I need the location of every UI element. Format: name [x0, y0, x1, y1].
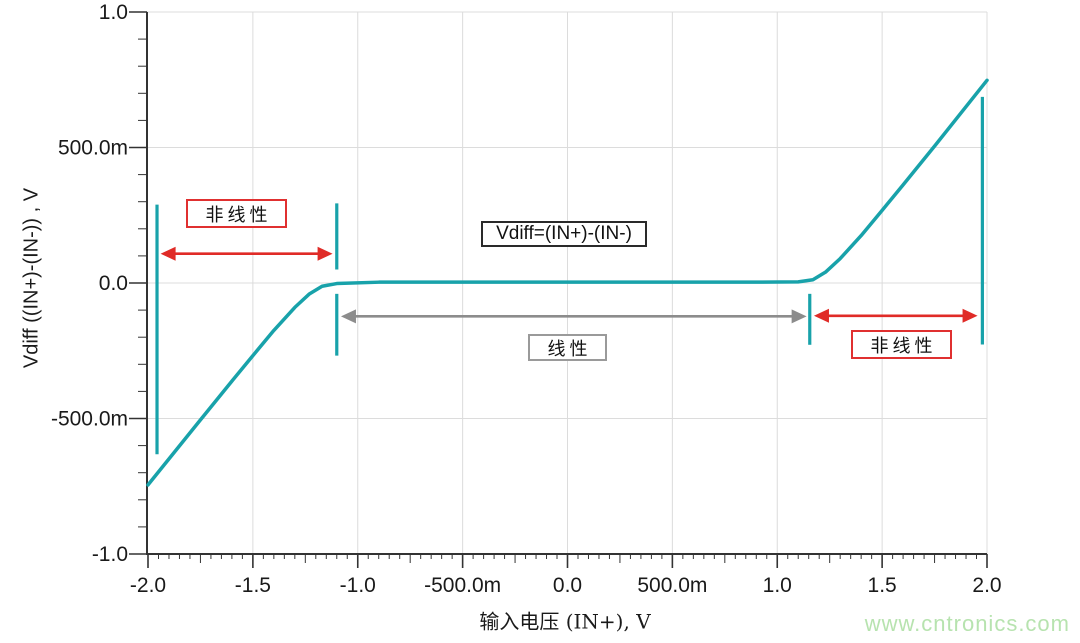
x-tick-label: 1.0: [763, 574, 792, 597]
y-tick-label: 0.0: [99, 272, 128, 295]
x-tick-label: -1.5: [235, 574, 271, 597]
arrowhead-right: [317, 246, 333, 261]
x-tick-label: 0.0: [553, 574, 582, 597]
x-tick-label: -1.0: [340, 574, 376, 597]
x-tick-label: -500.0m: [424, 574, 501, 597]
annotation-vdiff-formula: Vdiff=(IN+)-(IN-): [481, 221, 647, 247]
x-tick-label: 1.5: [868, 574, 897, 597]
arrowhead-left: [160, 246, 176, 261]
y-tick-label: -1.0: [92, 543, 128, 566]
vdiff-curve: [146, 78, 989, 487]
x-tick-label: -2.0: [130, 574, 166, 597]
x-tick-label: 2.0: [972, 574, 1001, 597]
annotation-nonlinear-right: 非线性: [851, 330, 952, 359]
annotation-linear: 线性: [528, 334, 607, 361]
watermark: www.cntronics.com: [864, 611, 1070, 636]
y-tick-label: 500.0m: [58, 137, 128, 160]
y-tick-label: 1.0: [99, 1, 128, 24]
y-tick-label: -500.0m: [51, 408, 128, 431]
annotation-nonlinear-left: 非线性: [186, 199, 287, 228]
x-axis-title: 输入电压 (IN+), V: [479, 609, 651, 634]
arrowhead-right: [791, 309, 807, 324]
arrowhead-left: [813, 308, 829, 323]
y-axis-title: Vdiff ((IN+)-(IN-)) , V: [20, 187, 43, 369]
arrowhead-right: [962, 308, 978, 323]
arrowhead-left: [340, 309, 356, 324]
x-tick-label: 500.0m: [637, 574, 707, 597]
